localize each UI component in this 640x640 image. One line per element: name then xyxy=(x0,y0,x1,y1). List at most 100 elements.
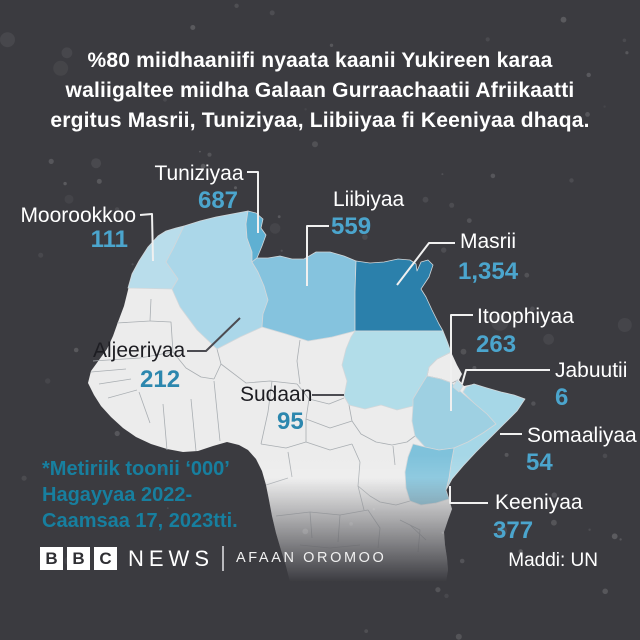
star-dot xyxy=(444,593,449,599)
star-dot xyxy=(625,51,629,55)
star-dot xyxy=(157,560,160,563)
label-somalia: Somaaliyaa xyxy=(527,424,637,447)
label-tunisia: Tuniziyaa xyxy=(154,162,243,185)
bbc-blocks: B B C xyxy=(40,547,117,570)
star-dot xyxy=(64,194,74,204)
callout-kenya xyxy=(449,486,488,504)
africa-map xyxy=(88,210,526,582)
star-dot xyxy=(102,473,106,476)
star-dot xyxy=(619,538,622,541)
label-ethiopia: Itoophiyaa xyxy=(477,305,574,328)
value-djibouti: 6 xyxy=(555,384,568,411)
star-dot xyxy=(21,475,27,481)
star-dot xyxy=(269,10,275,16)
star-dot xyxy=(329,43,334,47)
star-dot xyxy=(114,207,120,212)
star-dot xyxy=(277,215,281,219)
value-somalia: 54 xyxy=(526,449,553,476)
label-algeria: Aljeeriyaa xyxy=(93,339,186,362)
callout-libya xyxy=(306,225,329,286)
label-sudan: Sudaan xyxy=(240,383,312,406)
star-dot xyxy=(234,3,239,8)
star-dot xyxy=(585,112,590,117)
star-dot xyxy=(63,181,67,186)
label-egypt: Masrii xyxy=(460,230,516,253)
star-dot xyxy=(362,234,368,240)
headline-line: %80 miidhaaniifi nyaata kaanii Yukireen … xyxy=(87,49,553,72)
star-dot xyxy=(304,108,307,111)
star-dot xyxy=(496,525,507,536)
headline-line: ergitus Masrii, Tuniziyaa, Liibiiyaa fi … xyxy=(50,109,590,132)
star-dot xyxy=(199,150,201,153)
star-dot xyxy=(166,507,169,509)
value-sudan: 95 xyxy=(277,408,304,435)
star-dot xyxy=(163,97,167,102)
star-dot xyxy=(364,629,369,633)
star-dot xyxy=(204,59,211,66)
star-dot xyxy=(531,401,536,406)
footnote-line: *Metiriik toonii ‘000’ xyxy=(42,458,230,480)
star-dot xyxy=(422,196,429,203)
star-dot xyxy=(602,453,608,459)
bbc-news-logo: B B C NEWS AFAAN OROMOO xyxy=(40,546,386,571)
star-dot xyxy=(603,105,606,108)
star-dot xyxy=(190,25,196,30)
label-kenya: Keeniyaa xyxy=(495,491,583,514)
value-libya: 559 xyxy=(331,213,371,240)
footnote-line: Caamsaa 17, 2023tti. xyxy=(42,510,238,532)
star-dot xyxy=(485,37,490,42)
value-morocco: 111 xyxy=(91,226,128,253)
star-dot xyxy=(91,158,102,169)
value-tunisia: 687 xyxy=(198,187,238,214)
star-dot xyxy=(38,252,44,258)
map-labels: Moorookkoo 111 Tuniziyaa 687 Liibiyaa 55… xyxy=(20,162,637,544)
star-dot xyxy=(459,558,465,564)
star-dot xyxy=(569,178,574,183)
star-dot xyxy=(441,247,447,253)
star-dot xyxy=(234,186,237,190)
star-dot xyxy=(435,587,441,593)
star-dot xyxy=(207,152,212,157)
label-djibouti: Jabuutii xyxy=(555,359,627,382)
star-dot xyxy=(53,60,69,76)
unit-footnote: *Metiriik toonii ‘000’ Hagayyaa 2022- Ca… xyxy=(42,456,238,534)
star-dot xyxy=(0,32,15,48)
value-egypt: 1,354 xyxy=(458,258,519,285)
star-dot xyxy=(455,633,462,640)
label-morocco: Moorookkoo xyxy=(20,204,136,227)
star-dot xyxy=(441,173,444,176)
star-dot xyxy=(48,158,54,164)
star-dot xyxy=(586,72,591,78)
star-dot xyxy=(449,202,455,208)
star-dot xyxy=(159,466,165,472)
star-dot xyxy=(551,492,557,498)
callout-djibouti xyxy=(461,369,550,385)
callout-egypt xyxy=(396,242,455,286)
star-dot xyxy=(269,223,281,234)
bbc-block-letter: B xyxy=(40,547,63,570)
star-dot xyxy=(543,333,554,345)
star-dot xyxy=(466,218,472,224)
value-kenya: 377 xyxy=(493,517,533,544)
callout-morocco xyxy=(139,213,154,262)
star-dot xyxy=(61,47,73,59)
star-dot xyxy=(204,120,208,124)
star-dot xyxy=(114,430,120,437)
star-dot xyxy=(611,533,618,540)
callout-algeria xyxy=(187,317,241,352)
value-ethiopia: 263 xyxy=(476,331,516,358)
bbc-block-letter: B xyxy=(67,547,90,570)
star-dot xyxy=(617,318,632,332)
logo-divider xyxy=(222,546,224,571)
callout-lines xyxy=(139,171,550,504)
service-name: AFAAN OROMOO xyxy=(236,550,387,566)
value-algeria: 212 xyxy=(140,366,180,393)
callout-tunisia xyxy=(247,171,259,233)
star-dot xyxy=(131,263,134,266)
star-dot xyxy=(490,173,496,179)
star-dot xyxy=(96,178,102,184)
headline: %80 miidhaaniifi nyaata kaanii Yukireen … xyxy=(0,46,640,136)
star-dot xyxy=(200,163,206,169)
